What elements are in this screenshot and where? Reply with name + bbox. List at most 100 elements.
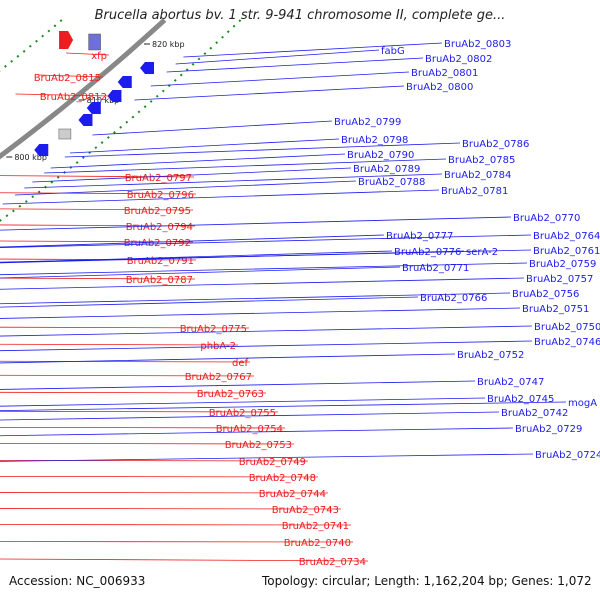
right-gene-label: BruAb2_0802: [425, 54, 492, 65]
left-label-leader: [0, 442, 295, 445]
left-gene-label: BruAb2_0744: [259, 489, 326, 500]
left-gene-label: BruAb2_0754: [216, 424, 283, 435]
left-gene-label: BruAb2_0812: [40, 92, 107, 103]
left-gene-label: BruAb2_0740: [284, 538, 351, 549]
right-label-leader: [2, 189, 440, 205]
map-title: Brucella abortus bv. 1 str. 9-941 chromo…: [94, 8, 506, 23]
left-gene-label: BruAb2_0795: [124, 206, 191, 217]
left-gene-label: BruAb2_0791: [127, 256, 194, 267]
left-gene-label: BruAb2_0796: [127, 190, 194, 201]
right-label-leader: [0, 401, 567, 412]
right-gene-label: BruAb2_0789: [353, 164, 420, 175]
right-label-leader: [69, 138, 340, 154]
left-gene-label: BruAb2_0734: [299, 557, 366, 568]
left-gene-label: xfp: [91, 51, 107, 62]
right-gene-label: BruAb2_0801: [411, 68, 478, 79]
left-label-leader: [39, 74, 104, 78]
right-label-leader: [0, 325, 533, 337]
right-gene-label: BruAb2_0759: [529, 259, 596, 270]
right-label-leader: [0, 427, 514, 437]
gene-feature: [34, 144, 49, 156]
genome-summary: Topology: circular; Length: 1,162,204 bp…: [262, 574, 592, 588]
gene-feature: [117, 76, 132, 88]
right-label-leader: [0, 353, 456, 364]
left-label-leader: [0, 459, 309, 462]
right-label-leader: [0, 296, 419, 308]
right-label-leader: [64, 142, 461, 158]
right-gene-label: BruAb2_0729: [515, 424, 582, 435]
left-label-leader: [0, 391, 267, 394]
left-label-leader: [0, 192, 197, 195]
left-gene-label: BruAb2_0743: [272, 505, 339, 516]
right-label-leader: [166, 57, 424, 73]
right-gene-label: serA-2: [466, 247, 498, 258]
left-gene-label: BruAb2_0775: [180, 324, 247, 335]
right-label-leader: [0, 397, 486, 407]
right-label-leader: [150, 71, 410, 87]
left-gene-label: def: [232, 358, 249, 369]
left-gene-label: BruAb2_0797: [125, 173, 192, 184]
left-gene-label: BruAb2_0794: [126, 222, 193, 233]
right-gene-label: mogA: [568, 398, 597, 409]
right-gene-label: BruAb2_0756: [512, 289, 579, 300]
right-label-leader: [0, 266, 401, 279]
left-label-leader: [15, 93, 110, 97]
left-gene-label: BruAb2_0749: [239, 457, 306, 468]
right-gene-label: BruAb2_0745: [487, 394, 554, 405]
right-label-leader: [92, 120, 333, 136]
tick-label: 800 kbp: [14, 153, 47, 162]
right-gene-label: BruAb2_0764: [533, 231, 600, 242]
left-label-leader: [0, 240, 194, 243]
gene-feature: [59, 31, 74, 49]
left-label-leader: [0, 410, 279, 413]
left-gene-label: BruAb2_0787: [126, 275, 193, 286]
right-label-leader: [0, 277, 525, 290]
right-gene-label: BruAb2_0750: [534, 322, 600, 333]
right-label-leader: [0, 411, 500, 421]
right-gene-label: BruAb2_0803: [444, 39, 511, 50]
left-gene-label: BruAb2_0815: [34, 73, 101, 84]
axis-ring-1: [0, 19, 242, 222]
accession-label: Accession: NC_006933: [9, 574, 146, 588]
right-label-leader: [0, 249, 532, 263]
left-gene-label: BruAb2_0741: [282, 521, 349, 532]
right-gene-label: BruAb2_0747: [477, 377, 544, 388]
right-label-leader: [175, 49, 380, 65]
right-gene-label: BruAb2_0766: [420, 293, 487, 304]
gene-feature: [86, 102, 101, 114]
right-label-leader: [0, 234, 532, 248]
right-gene-label: BruAb2_0724: [535, 450, 600, 461]
right-label-leader: [32, 167, 352, 183]
right-label-leader: [50, 153, 346, 169]
left-label-leader: [0, 524, 352, 526]
left-gene-label: BruAb2_0763: [197, 389, 264, 400]
right-gene-label: BruAb2_0746: [534, 337, 600, 348]
left-label-leader: [0, 374, 255, 377]
gene-feature: [58, 128, 72, 140]
right-gene-label: BruAb2_0761: [533, 246, 600, 257]
left-label-leader: [0, 208, 194, 211]
tick-label: 820 kbp: [152, 40, 185, 49]
right-label-leader: [44, 158, 447, 174]
right-gene-label: BruAb2_0790: [347, 150, 414, 161]
left-label-leader: [0, 343, 239, 346]
left-label-leader: [0, 508, 342, 510]
right-gene-label: BruAb2_0757: [526, 274, 593, 285]
right-label-leader: [0, 307, 521, 319]
right-gene-label: fabG: [381, 46, 405, 57]
right-gene-label: BruAb2_0771: [402, 263, 469, 274]
left-label-leader: [0, 541, 354, 543]
left-gene-label: BruAb2_0767: [185, 372, 252, 383]
right-label-leader: [0, 234, 385, 248]
right-label-leader: [0, 380, 476, 390]
right-label-leader: [0, 340, 533, 352]
right-label-leader: [0, 292, 511, 305]
right-label-leader: [183, 42, 443, 58]
gene-feature: [140, 62, 155, 74]
left-label-leader: [0, 492, 329, 494]
right-gene-label: BruAb2_0786: [462, 139, 529, 150]
right-label-leader: [14, 180, 357, 196]
left-gene-label: BruAb2_0753: [225, 440, 292, 451]
gene-feature: [107, 90, 122, 102]
